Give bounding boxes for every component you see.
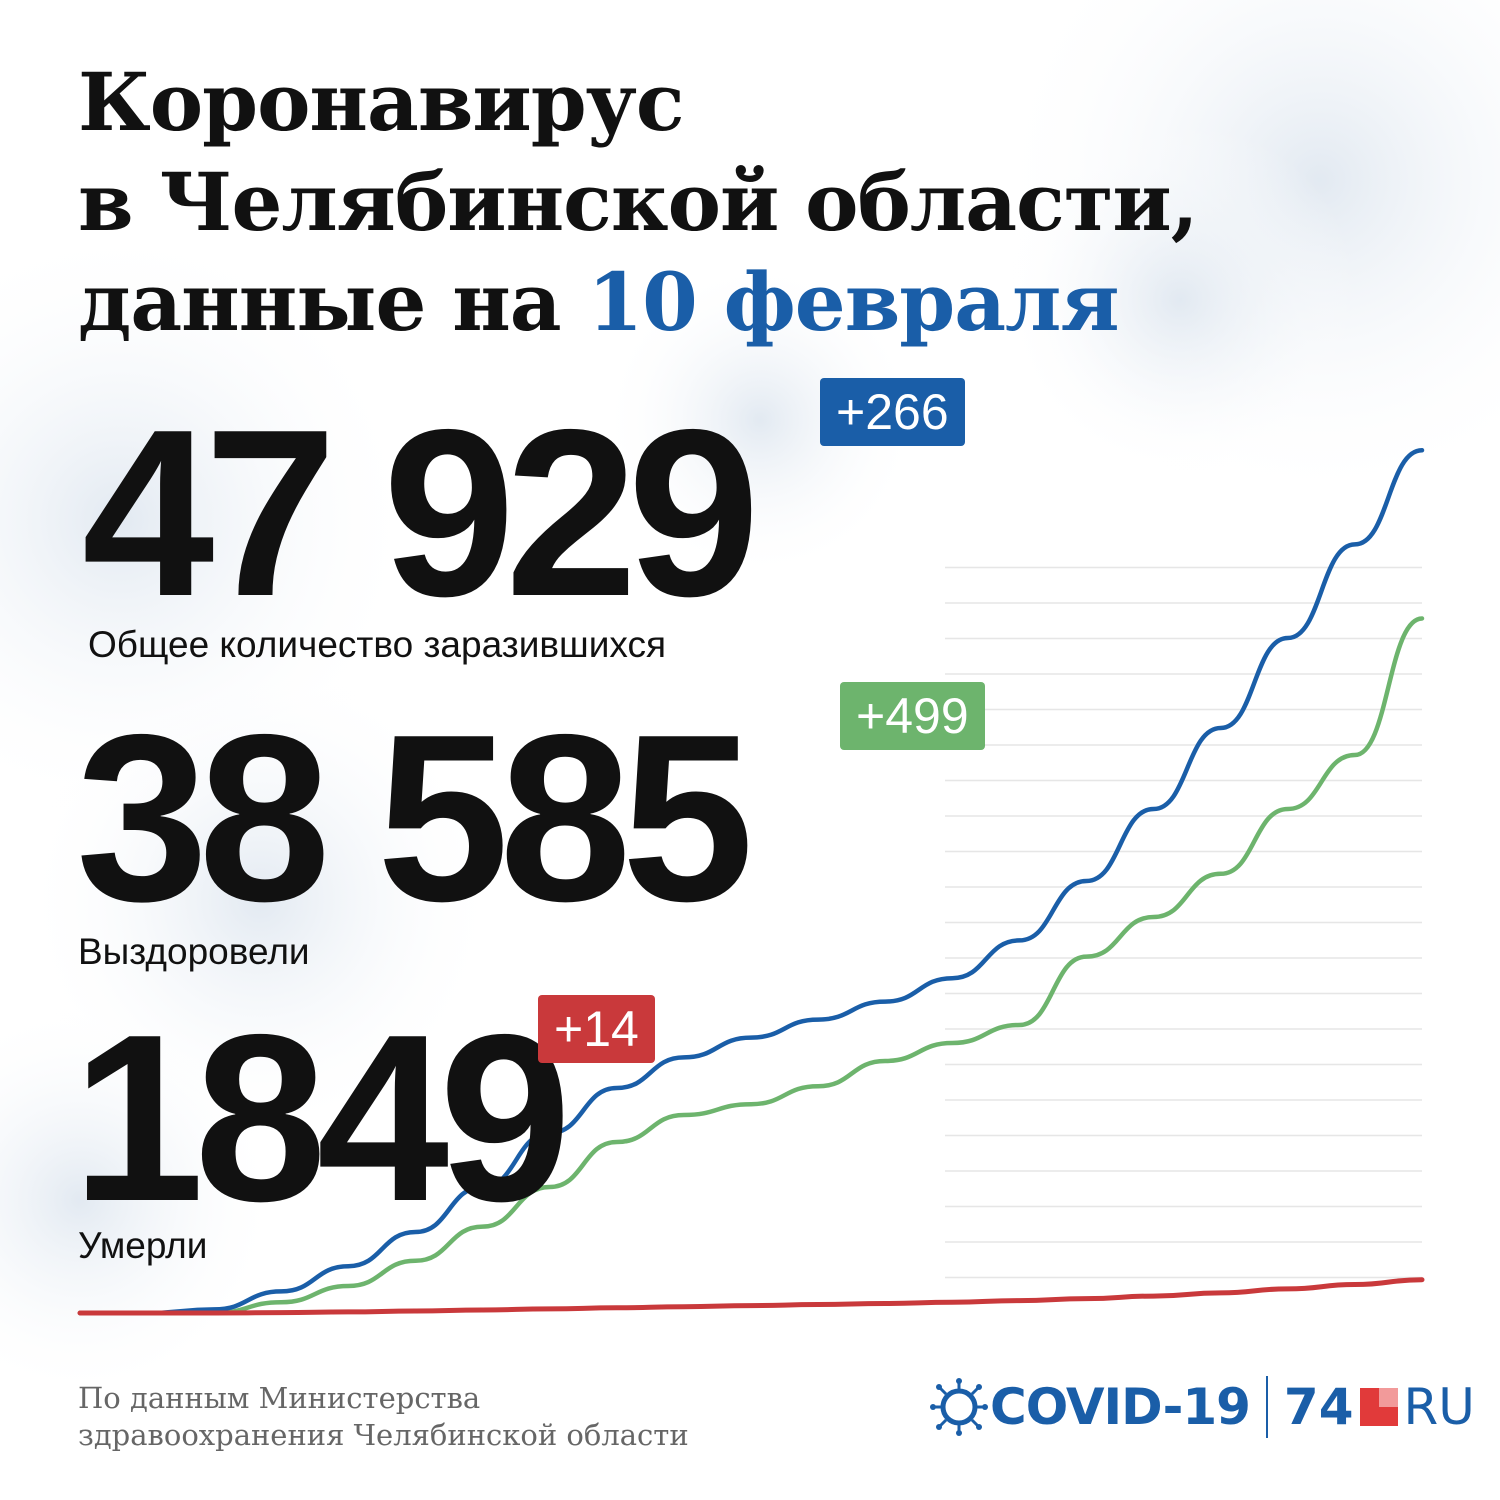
logo-ru-text: RU (1403, 1378, 1475, 1436)
series-line-0 (77, 448, 1425, 1316)
deaths-label: Умерли (78, 1225, 208, 1266)
logo-separator (1265, 1376, 1268, 1438)
virus-icon (930, 1378, 988, 1436)
series-line-1 (77, 616, 1425, 1316)
logo-covid-text: COVID-19 (990, 1378, 1251, 1436)
series-line-2 (77, 1277, 1425, 1316)
total-cases-delta-badge: +266 (820, 378, 965, 446)
title-date: 10 февраля (587, 255, 1119, 349)
title-line-2: в Челябинской области, (78, 155, 1199, 249)
recovered-delta-badge: +499 (840, 682, 985, 750)
chart-grid (945, 566, 1422, 1279)
74ru-square-icon (1359, 1388, 1398, 1426)
page-title: Коронавирус в Челябинской области, данны… (78, 52, 1199, 352)
covid19-74ru-logo: COVID-19 74 RU (930, 1372, 1475, 1442)
title-line-1: Коронавирус (78, 55, 685, 149)
total-cases-value: 47 929 (82, 381, 760, 646)
title-line-3: данные на 10 февраля (78, 252, 1198, 352)
data-source: По данным Министерства здравоохранения Ч… (78, 1380, 689, 1454)
logo-74-text: 74 (1283, 1378, 1354, 1436)
source-line-1: По данным Министерства (78, 1381, 481, 1415)
source-line-2: здравоохранения Челябинской области (78, 1418, 689, 1452)
deaths-value: 1849 (72, 986, 571, 1251)
total-cases-label: Общее количество заразившихся (88, 624, 666, 665)
chart-lines (77, 448, 1425, 1316)
deaths-delta-badge: +14 (538, 995, 655, 1063)
title-line-3-prefix: данные на (78, 255, 562, 349)
recovered-label: Выздоровели (78, 931, 310, 972)
recovered-value: 38 585 (76, 686, 754, 951)
